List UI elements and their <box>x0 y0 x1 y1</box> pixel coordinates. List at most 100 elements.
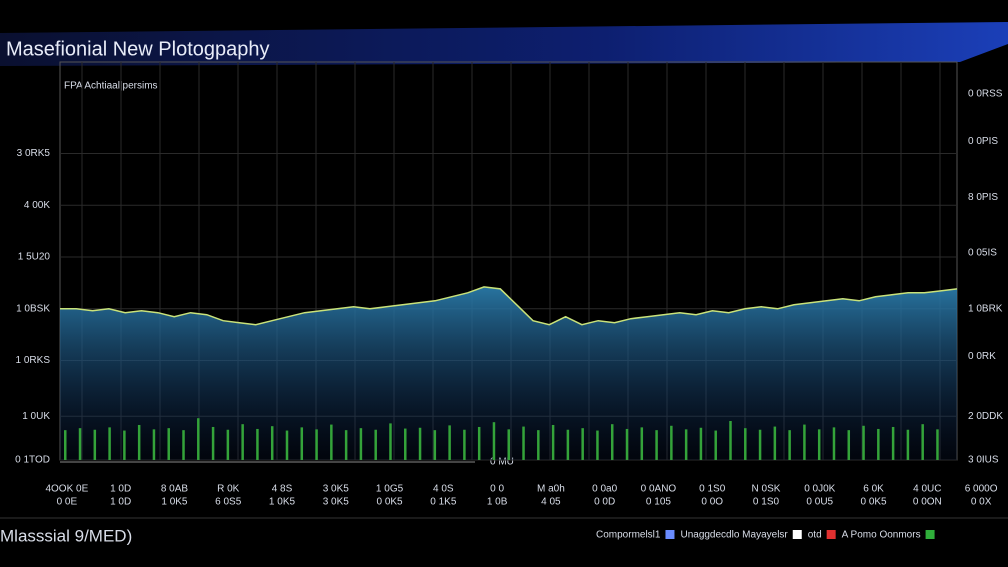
x-tick-label: 4 05 <box>541 497 561 508</box>
volume-bar <box>729 420 732 460</box>
y-tick-label: 0 1TOD <box>15 455 50 466</box>
y2-tick-label: 3 0IUS <box>968 455 999 466</box>
x-tick-label: 1 0K5 <box>161 497 188 508</box>
x-tick-label: 0 0U5 <box>806 497 833 508</box>
x-tick-label: 1 0G5 <box>376 484 404 495</box>
y2-tick-label: 0 0RSS <box>968 88 1003 99</box>
volume-bar <box>359 428 363 460</box>
y-tick-label: 3 0RK5 <box>17 148 51 159</box>
volume-bar <box>256 428 259 460</box>
legend-text: Unaggdecdlo Mayayelsr <box>680 530 788 541</box>
chart-title: Masefionial New Plotogpaphy <box>6 38 270 60</box>
volume-bar <box>211 426 215 460</box>
x-tick-label: 0 0J0K <box>804 484 835 495</box>
volume-bar <box>522 426 525 460</box>
y-tick-label: 4 00K <box>24 200 50 211</box>
volume-bar <box>108 427 111 460</box>
volume-bar <box>448 425 451 460</box>
x-tick-label: 0 0D <box>594 497 615 508</box>
volume-bar <box>285 430 289 460</box>
volume-bar <box>670 425 673 460</box>
volume-bar <box>596 430 599 460</box>
volume-bar <box>477 426 481 460</box>
x-tick-label: R 0K <box>217 484 240 495</box>
volume-bar <box>418 427 422 460</box>
volume-bar <box>788 430 791 460</box>
volume-bar <box>241 424 244 460</box>
x-tick-label: N 0SK <box>752 484 781 495</box>
x-tick-label: 6 0S5 <box>215 497 242 508</box>
legend-swatch <box>925 530 935 539</box>
volume-bar <box>921 424 924 460</box>
x-tick-label: 6 0K <box>863 484 884 495</box>
price-area <box>60 286 957 460</box>
volume-bar <box>492 422 496 460</box>
volume-bar <box>714 430 717 460</box>
y-tick-label: 1 0BSK <box>16 303 50 314</box>
y2-tick-label: 1 0BRK <box>968 303 1003 314</box>
volume-bar <box>566 429 570 460</box>
x-tick-label: 4 8S <box>272 484 293 495</box>
x-tick-label: 0 1S0 <box>699 484 726 495</box>
x-tick-label: 0 0O <box>701 497 723 508</box>
x-tick-label: 0 1K5 <box>430 497 457 508</box>
volume-bar <box>773 426 777 460</box>
x-tick-label: 0 105 <box>646 497 671 508</box>
volume-bar <box>78 428 82 460</box>
volume-bar <box>315 429 318 460</box>
legend-swatch <box>826 530 836 539</box>
x-tick-label: 0 0X <box>971 497 992 508</box>
y2-tick-label: 0 0PIS <box>968 136 998 147</box>
footer-title: Mlasssial 9/MED) <box>0 526 132 545</box>
x-tick-label: 0 0K5 <box>860 497 887 508</box>
x-tick-label: 0 0E <box>57 497 78 508</box>
x-tick-label: 1 0B <box>487 497 508 508</box>
subtitle: FPA Achtiaal|persims <box>64 81 158 92</box>
axis-note: 0 MU <box>490 457 514 468</box>
legend-text: Compormelsl1 <box>596 530 661 541</box>
volume-bar <box>877 428 880 460</box>
x-tick-label: 4OOK 0E <box>45 484 88 495</box>
x-tick-label: 3 0K5 <box>323 497 350 508</box>
y2-tick-label: 0 0RK <box>968 351 996 362</box>
volume-bar <box>507 429 510 460</box>
price-line <box>60 286 958 326</box>
volume-bar <box>699 427 703 460</box>
x-tick-label: 3 0K5 <box>323 484 350 495</box>
x-tick-label: 0 0a0 <box>592 484 617 495</box>
volume-bar <box>463 429 466 460</box>
x-tick-label: 0 0 <box>490 484 504 495</box>
x-tick-label: 4 0S <box>433 484 454 495</box>
legend-swatch <box>665 530 675 539</box>
volume-bar <box>300 427 304 460</box>
volume-bar <box>137 424 141 460</box>
x-tick-label: 1 0D <box>110 497 131 508</box>
volume-bar <box>270 426 274 460</box>
volume-bar <box>936 429 939 460</box>
volume-bar <box>330 424 333 460</box>
y2-tick-label: 8 0PIS <box>968 192 998 203</box>
y2-tick-label: 2 0DDK <box>968 411 1003 422</box>
x-tick-label: 6 000O <box>965 484 998 495</box>
volume-bar <box>226 429 230 460</box>
volume-bar <box>197 418 200 460</box>
volume-bar <box>625 428 629 460</box>
x-tick-label: 0 0ANO <box>641 484 677 495</box>
volume-bar <box>551 424 555 460</box>
volume-bar <box>93 429 97 460</box>
x-tick-label: 0 0K5 <box>376 497 403 508</box>
volume-bar <box>344 430 348 460</box>
volume-bar <box>182 430 185 460</box>
y-tick-label: 1 5U20 <box>18 252 51 263</box>
volume-bar <box>744 428 747 460</box>
volume-bar <box>152 429 156 460</box>
volume-bar <box>167 428 170 460</box>
x-tick-label: 0 0ON <box>913 497 942 508</box>
volume-bar <box>891 426 895 460</box>
y-tick-label: 1 0RKS <box>16 355 51 366</box>
legend-swatch <box>792 530 802 539</box>
legend-text: A Pomo Oonmors <box>842 530 921 541</box>
x-tick-label: 4 0UC <box>913 484 941 495</box>
